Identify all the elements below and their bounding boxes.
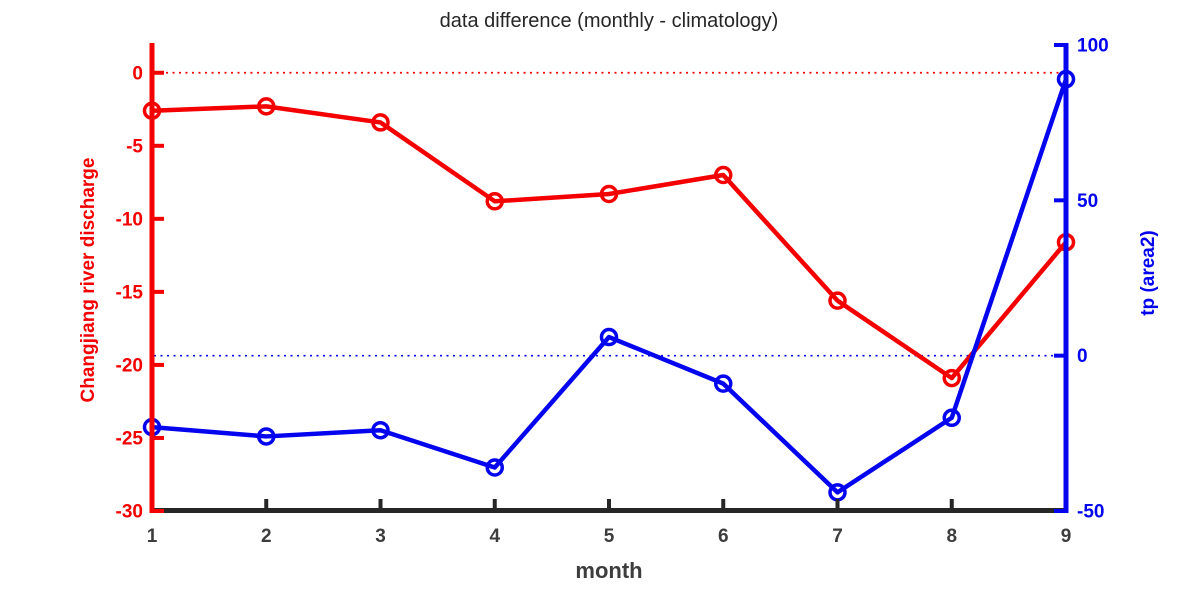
tp-series-marker	[942, 408, 961, 428]
tp-series-marker	[599, 327, 619, 347]
left-axis-tick-label: -25	[116, 428, 144, 449]
x-axis-tick-label: 1	[147, 526, 158, 547]
left-axis-tick-label: -5	[126, 136, 143, 157]
river-discharge-series-marker	[485, 192, 504, 211]
river-discharge-series-marker	[599, 184, 619, 204]
x-axis-tick-label: 3	[375, 526, 386, 547]
tp-series-marker	[485, 458, 504, 477]
x-axis-tick-label: 4	[489, 526, 500, 547]
tp-series-marker	[714, 374, 733, 393]
river-discharge-series-marker	[942, 368, 961, 388]
left-axis-tick-label: -30	[116, 502, 143, 523]
left-axis-tick-label: -20	[116, 355, 143, 376]
x-axis-tick-label: 7	[832, 526, 843, 547]
left-y-axis-title: Changjiang river discharge	[78, 157, 99, 403]
river-discharge-series-line	[149, 104, 1069, 381]
x-axis-tick-label: 5	[604, 526, 615, 547]
x-axis-tick-label: 6	[718, 526, 729, 547]
river-discharge-series-marker	[257, 97, 276, 116]
x-axis-tick-label: 8	[946, 526, 957, 547]
right-axis-tick-label: 50	[1077, 191, 1098, 212]
tp-series-marker	[371, 420, 390, 440]
x-axis-tick-label: 9	[1061, 526, 1072, 547]
right-axis-tick-label: 100	[1077, 36, 1109, 57]
x-axis-title: month	[575, 558, 643, 583]
chart-title: data difference (monthly - climatology)	[439, 10, 779, 32]
x-axis-tick-label: 2	[261, 526, 272, 547]
right-axis-tick-label: 0	[1077, 346, 1088, 367]
left-axis-tick-label: -10	[116, 209, 143, 230]
tp-series-marker	[257, 427, 276, 446]
right-y-axis-title: tp (area2)	[1138, 230, 1159, 316]
tp-series-line	[149, 76, 1069, 495]
river-discharge-series-marker	[371, 113, 390, 132]
left-axis-tick-label: -15	[116, 282, 144, 303]
river-discharge-series-marker	[828, 291, 847, 310]
left-axis-tick-label: 0	[132, 63, 143, 84]
right-axis-tick-label: -50	[1077, 502, 1104, 523]
river-discharge-series-marker	[714, 165, 733, 185]
